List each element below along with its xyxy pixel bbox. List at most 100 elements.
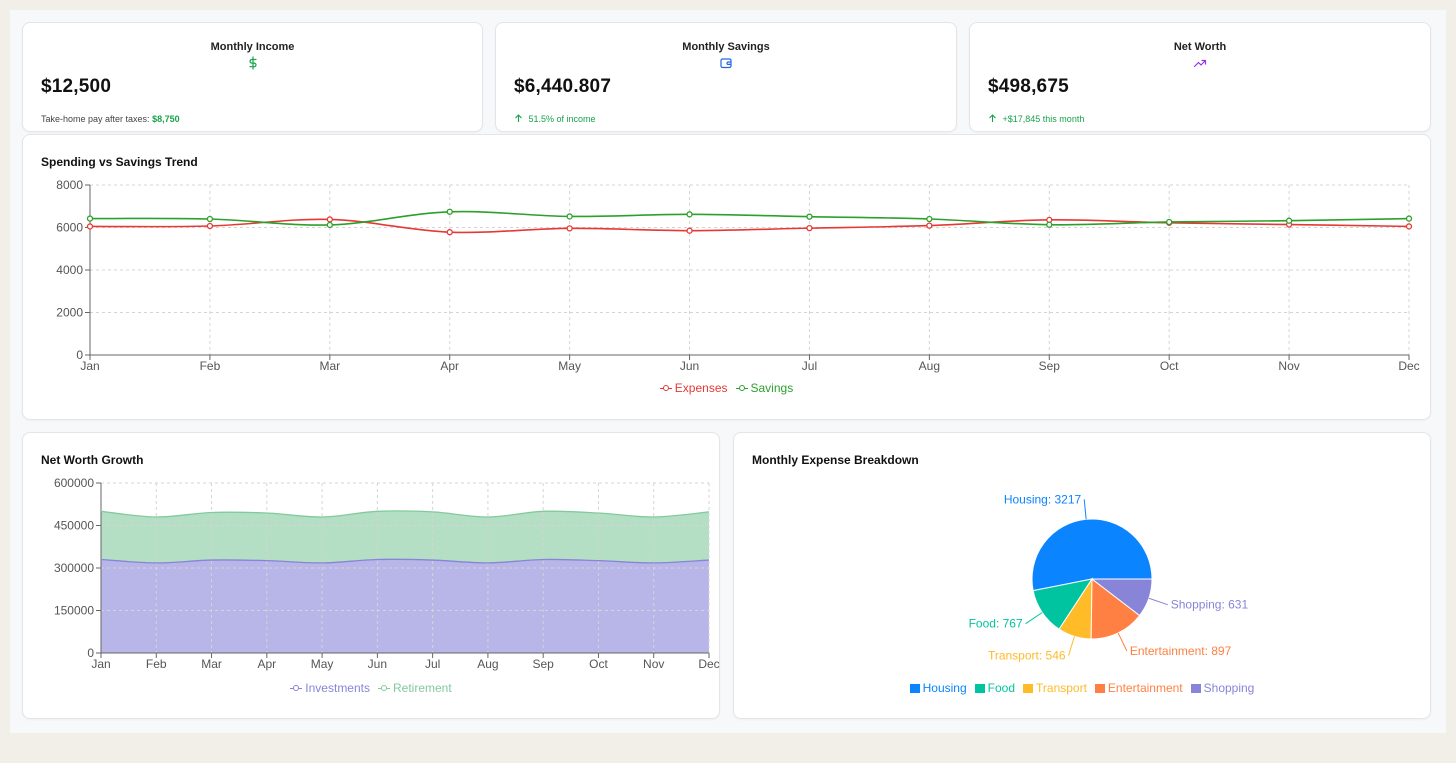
data-point [446,208,453,215]
legend-item[interactable]: Housing [909,681,967,695]
dollar-icon [248,56,257,70]
data-point [926,215,933,223]
data-point [1046,221,1053,228]
legend-swatch [974,683,985,693]
x-tick-label: Jan [80,359,99,373]
trending-up-icon [1193,59,1207,68]
legend-swatch [1094,683,1105,693]
x-tick-label: May [311,657,334,671]
card-subtext: Take-home pay after taxes: $8,750 [41,114,180,124]
legend-item[interactable]: Food [974,681,1016,695]
data-point [86,223,94,230]
net-worth-growth-card: Net Worth Growth 0 150000 300000 450000 6000… [22,432,720,719]
data-point [566,225,573,232]
x-tick-label: Mar [201,657,222,671]
chart-title: Monthly Expense Breakdown [752,453,919,467]
chart-title: Spending vs Savings Trend [41,155,198,169]
y-tick-label: 6000 [56,221,83,235]
legend-line-icon [290,684,303,692]
data-point [326,216,333,223]
dashboard: Monthly Income $12,500 Take-home pay aft… [10,10,1446,733]
area-line [100,510,710,518]
data-point [1405,223,1413,230]
legend-label: Food [987,681,1016,695]
pie-label-line [1025,612,1043,625]
pie-slice [1090,578,1153,617]
area-chart-legend: Investments Retirement [23,681,719,695]
legend-label: Entertainment [1107,681,1183,695]
x-tick-label: Aug [919,359,940,373]
arrow-up-icon [515,114,522,122]
pie-slice-label: Food: 767 [969,617,1023,631]
area-line [100,558,710,564]
x-tick-label: Apr [257,657,276,671]
legend-line-icon [659,384,672,392]
legend-label: Shopping [1203,681,1255,695]
y-tick-label: 150000 [54,604,94,618]
x-tick-label: Sep [1039,359,1061,373]
pie-chart-legend: Housing Food Transport Entertainment Shoppin… [734,681,1430,695]
x-tick-label: Apr [440,359,459,373]
legend-item[interactable]: Savings [735,381,794,395]
y-tick-label: 0 [87,646,94,660]
legend-label: Retirement [393,681,452,695]
x-tick-label: Feb [200,359,221,373]
x-tick-label: Sep [533,657,555,671]
data-point [686,227,693,234]
pie-slice [1090,577,1141,640]
data-point [206,222,214,230]
legend-label: Investments [305,681,370,695]
data-point [446,229,453,236]
x-tick-label: May [558,359,581,373]
pie-slice-label: Shopping: 631 [1171,598,1249,612]
card-value: $12,500 [41,76,112,97]
data-point [686,211,693,218]
legend-item[interactable]: Shopping [1190,681,1255,695]
card-title: Monthly Savings [682,41,770,53]
legend-item[interactable]: Expenses [659,381,728,395]
data-point [1285,217,1293,224]
chart-title: Net Worth Growth [41,453,144,467]
x-tick-label: Jun [680,359,699,373]
monthly-savings-card: Monthly Savings $6,440.807 51.5% of inco… [495,22,957,132]
y-tick-label: 450000 [54,519,94,533]
y-tick-label: 8000 [56,178,83,192]
data-point [1166,218,1173,226]
card-title: Net Worth [1173,41,1227,53]
legend-line-icon [378,684,390,692]
legend-item[interactable]: Retirement [378,681,452,695]
x-tick-label: Jul [425,657,440,671]
area-fill [101,559,709,653]
spending-savings-card: Spending vs Savings Trend 0 2000 4000 6000 8… [22,134,1431,420]
x-tick-label: Feb [146,657,167,671]
x-tick-label: Dec [1398,359,1419,373]
card-value: $6,440.807 [514,76,612,97]
data-point [806,213,813,220]
data-point [1405,215,1413,222]
pie-chart: Housing: 3217 Food: 767 Transport: 546 Ente… [969,492,1249,662]
legend-swatch [909,683,920,693]
x-tick-label: Aug [477,657,498,671]
x-tick-label: Oct [589,657,608,671]
x-tick-label: Jul [802,359,817,373]
legend-label: Housing [922,681,967,695]
legend-item[interactable]: Transport [1023,681,1087,695]
card-title: Monthly Income [210,41,295,53]
x-tick-label: Nov [643,657,664,671]
x-tick-label: Nov [1278,359,1299,373]
y-tick-label: 4000 [56,263,83,277]
legend-item[interactable]: Entertainment [1094,681,1183,695]
pie-label-line [1083,499,1087,520]
y-tick-label: 300000 [54,561,94,575]
line-chart-legend: Expenses Savings [23,381,1430,395]
legend-item[interactable]: Investments [290,681,370,695]
card-value: $498,675 [988,76,1069,97]
legend-label: Savings [750,381,794,395]
area-fill [101,510,709,563]
card-subtext: +$17,845 this month [988,114,1084,124]
x-tick-label: Mar [319,359,340,373]
card-subtext: 51.5% of income [514,114,596,124]
pie-slice-label: Transport: 546 [988,648,1066,662]
x-tick-label: Oct [1160,359,1179,373]
expense-breakdown-card: Monthly Expense Breakdown Housing: 3217 F… [733,432,1431,719]
